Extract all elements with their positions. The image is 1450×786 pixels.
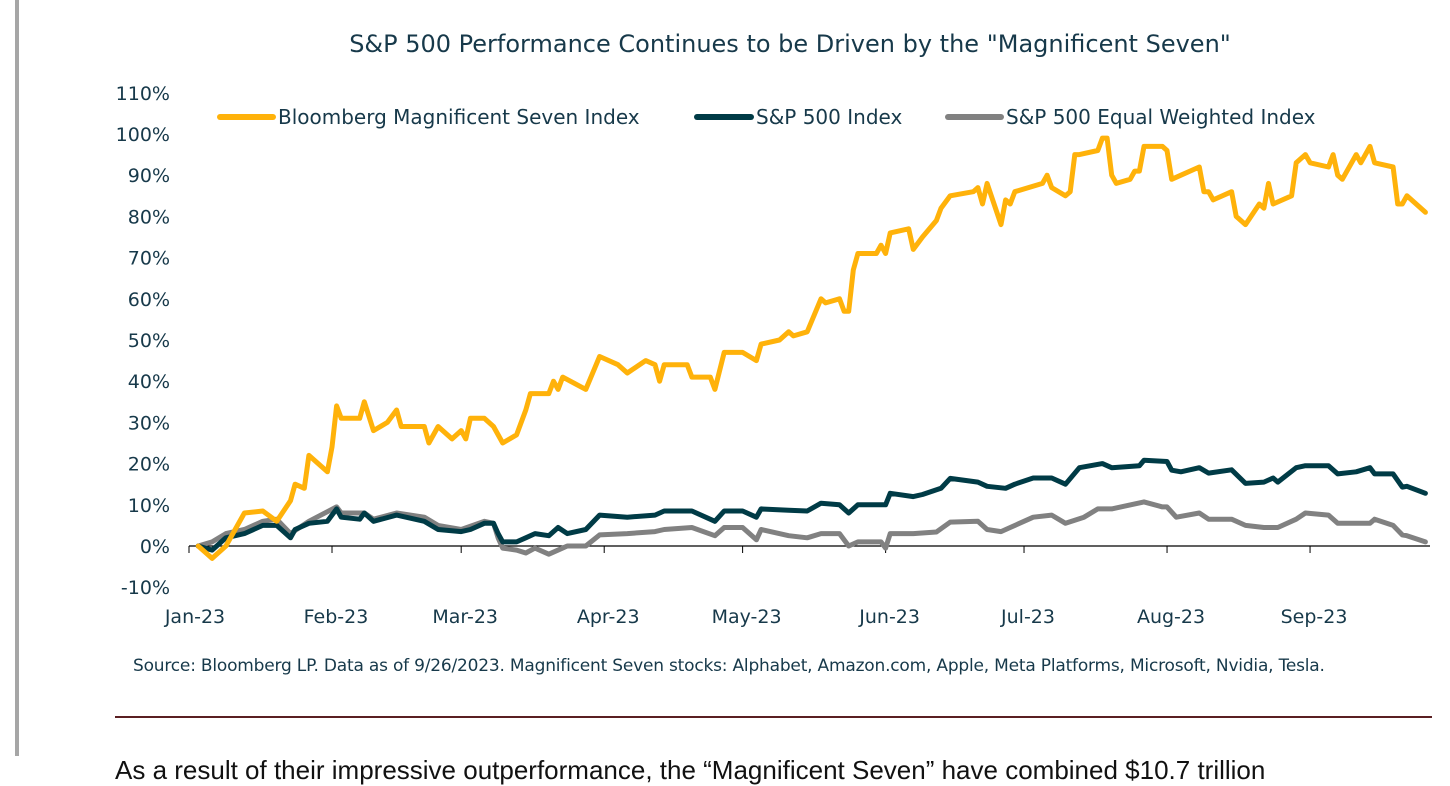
legend-label: S&P 500 Index [756,105,902,129]
body-paragraph: As a result of their impressive outperfo… [115,755,1266,785]
x-tick-label: Apr-23 [577,606,640,628]
x-tick-label: Feb-23 [304,606,369,628]
y-tick-label: 80% [128,206,170,228]
y-tick-label: 50% [128,330,170,352]
x-axis: Jan-23 Feb-23 Mar-23 Apr-23 May-23 Jun-23 Jul-… [164,545,1430,628]
y-tick-label: 60% [128,289,170,311]
y-tick-label: 0% [140,536,170,558]
y-tick-label: 70% [128,248,170,270]
plot-area [195,135,1428,561]
y-axis: -10% 0% 10% 20% 30% 40% 50% 60% 70% 80% 90% 100% 110… [116,83,170,599]
divider [115,716,1432,718]
y-tick-label: 40% [128,371,170,393]
chart-title: S&P 500 Performance Continues to be Driv… [349,30,1231,58]
x-tick-label: Jan-23 [164,606,225,628]
line-chart: S&P 500 Performance Continues to be Driv… [116,30,1430,628]
x-tick-label: May-23 [712,606,782,628]
y-tick-label: 10% [128,495,170,517]
legend: Bloomberg Magnificent Seven Index S&P 500… [217,105,1316,129]
y-tick-label: 30% [128,412,170,434]
y-tick-label: 90% [128,165,170,187]
y-tick-label: -10% [121,577,170,599]
legend-label: Bloomberg Magnificent Seven Index [278,105,640,129]
series-line-equal-weighted [195,499,1428,557]
x-tick-label: Aug-23 [1137,606,1205,628]
left-border-rule [15,0,19,756]
legend-label: S&P 500 Equal Weighted Index [1006,105,1316,129]
x-tick-label: Jun-23 [858,606,920,628]
y-tick-label: 110% [116,83,170,105]
x-tick-label: Sep-23 [1281,606,1348,628]
x-tick-label: Mar-23 [432,606,498,628]
series-line-sp500 [195,457,1428,553]
y-tick-label: 100% [116,124,170,146]
series-line-mag7 [195,135,1428,561]
y-tick-label: 20% [128,454,170,476]
source-note: Source: Bloomberg LP. Data as of 9/26/20… [133,656,1325,676]
x-tick-label: Jul-23 [1000,606,1055,628]
